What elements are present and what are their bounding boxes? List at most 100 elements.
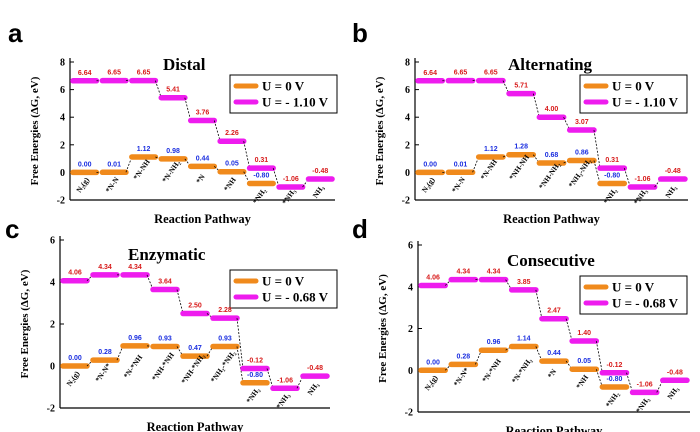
panel-d: -2 0 2 4 6 Free Energies (ΔG, eV) Reaction Pat… — [352, 214, 690, 432]
y-tick-label: 2 — [405, 140, 410, 151]
value-label: 0.96 — [128, 335, 142, 342]
y-tick-label: -2 — [405, 408, 413, 419]
value-label: -0.48 — [307, 365, 323, 372]
category-label: *N-NH — [479, 157, 500, 181]
value-label: 0.44 — [547, 350, 561, 357]
value-label: 4.06 — [68, 270, 82, 277]
step-connector — [505, 346, 512, 351]
step-connector — [184, 97, 192, 121]
legend-label: U = 0 V — [262, 274, 305, 289]
step-connector — [116, 345, 124, 361]
category-label: *NH₂ — [251, 186, 269, 206]
legend-box — [229, 269, 338, 309]
value-label: 2.26 — [225, 130, 239, 137]
series-0: 0.00 0.01 1.12 1.28 0.68 0.86 -0.80 — [415, 144, 628, 187]
value-label: 1.12 — [137, 146, 151, 153]
y-tick-label: 2 — [408, 324, 413, 335]
legend: U = 0 VU = - 0.68 V — [579, 275, 688, 315]
legend-box — [229, 74, 338, 114]
category-label: *NH₂ — [604, 389, 622, 409]
value-label: 4.34 — [98, 264, 112, 271]
category-label: *N-N — [104, 175, 122, 195]
value-label: 6.65 — [107, 70, 121, 77]
value-label: 0.31 — [605, 157, 619, 164]
value-label: 0.93 — [158, 335, 172, 342]
series-0: 0.00 0.28 0.96 1.14 0.44 0.05 -0.80 — [418, 335, 630, 390]
y-tick-label: 6 — [408, 241, 413, 252]
y-axis-label: Free Energies (ΔG, eV) — [374, 76, 386, 185]
y-axis-label: Free Energies (ΔG, eV) — [29, 76, 41, 185]
series-1: 6.64 6.65 6.65 5.41 3.76 2.26 0.31 -1.06 -0.48 — [70, 70, 335, 190]
panel-letter: b — [352, 18, 368, 48]
legend-label: U = - 1.10 V — [262, 95, 329, 110]
panel-title: Enzymatic — [128, 245, 206, 264]
value-label: 1.28 — [514, 144, 528, 151]
y-tick-label: 4 — [405, 113, 410, 124]
legend-label: U = 0 V — [262, 79, 305, 94]
category-label: *NH₂ — [244, 385, 262, 405]
value-label: -0.12 — [247, 358, 263, 365]
series-1: 4.06 4.34 4.34 3.64 2.50 2.28 -0.12 -1.06 -0.48 — [60, 264, 330, 392]
value-label: -0.48 — [667, 369, 683, 376]
value-label: 0.00 — [78, 161, 92, 168]
panel-title: Distal — [163, 55, 206, 74]
y-tick-label: 2 — [50, 320, 55, 331]
legend-box — [579, 275, 688, 315]
panel-c: -2 0 2 4 6 Free Energies (ΔG, eV) Reaction Pat… — [5, 214, 338, 432]
y-tick-label: 0 — [408, 366, 413, 377]
category-label: N₂(g) — [65, 369, 82, 388]
step-connector — [535, 289, 543, 319]
step-connector — [236, 318, 244, 369]
y-tick-label: 0 — [405, 168, 410, 179]
step-connector — [155, 80, 162, 98]
value-label: 2.50 — [188, 303, 202, 310]
value-label: 0.47 — [188, 345, 202, 352]
y-tick-label: -2 — [57, 196, 65, 207]
category-label: *N-N — [450, 175, 468, 195]
step-connector — [532, 93, 540, 118]
value-label: 3.64 — [158, 279, 172, 286]
y-axis-label: Free Energies (ΔG, eV) — [19, 269, 31, 378]
category-label: *NH₂ — [601, 186, 619, 206]
series-0: 0.00 0.01 1.12 0.98 0.44 0.05 -0.80 — [70, 146, 276, 187]
step-connector — [236, 346, 244, 383]
value-label: 0.68 — [545, 152, 559, 159]
category-label: N₂(g) — [420, 175, 437, 194]
value-label: 4.06 — [426, 274, 440, 281]
step-connector — [565, 318, 573, 342]
step-connector — [146, 274, 154, 290]
value-label: -0.80 — [253, 172, 269, 179]
value-label: 4.00 — [545, 106, 559, 113]
step-connector — [472, 156, 480, 173]
step-connector — [206, 346, 214, 357]
panel-b: -2 0 2 4 6 8 Free Energies (ΔG, eV) Reaction Pa… — [352, 18, 688, 226]
value-label: -0.80 — [247, 372, 263, 379]
value-label: 0.98 — [166, 148, 180, 155]
step-connector — [125, 156, 133, 173]
y-tick-label: -2 — [47, 404, 55, 415]
value-label: 0.01 — [454, 161, 468, 168]
value-label: 1.40 — [577, 330, 591, 337]
y-tick-label: 6 — [60, 85, 65, 96]
y-tick-label: -2 — [402, 196, 410, 207]
value-label: -0.48 — [665, 168, 681, 175]
value-label: 0.31 — [255, 157, 269, 164]
step-connector — [595, 340, 603, 373]
value-label: 0.28 — [98, 349, 112, 356]
value-label: 3.07 — [575, 119, 589, 126]
value-label: 0.96 — [487, 339, 501, 346]
y-tick-label: 6 — [405, 85, 410, 96]
y-tick-label: 0 — [60, 168, 65, 179]
value-label: 0.05 — [225, 161, 239, 168]
value-label: 4.34 — [487, 269, 501, 276]
legend-label: U = - 0.68 V — [612, 296, 679, 311]
value-label: -0.80 — [606, 376, 622, 383]
y-axis-label: Free Energies (ΔG, eV) — [377, 274, 389, 383]
category-label: *N-*NH — [480, 357, 503, 384]
legend-label: U = 0 V — [612, 79, 655, 94]
category-label: *N-N* — [452, 366, 471, 388]
value-label: -0.12 — [606, 362, 622, 369]
step-connector — [176, 346, 184, 357]
x-axis-label: Reaction Pathway — [147, 420, 245, 432]
category-label: *N — [546, 367, 559, 380]
